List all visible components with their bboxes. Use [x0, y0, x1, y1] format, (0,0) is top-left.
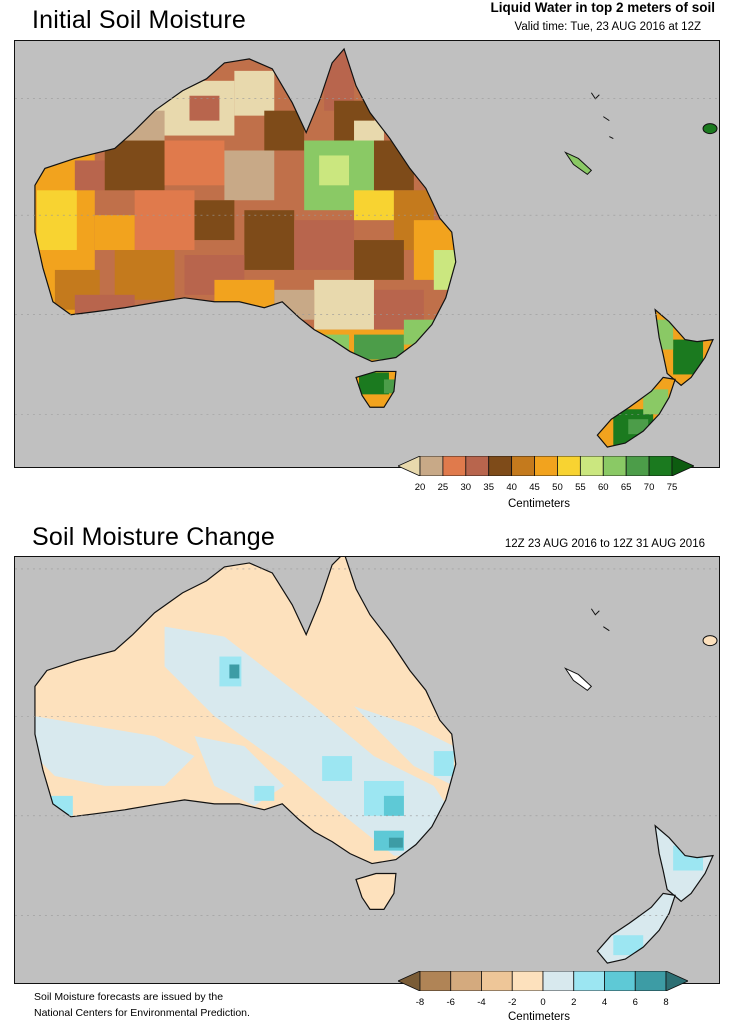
- panel2-colorbar: -8 -6 -4 -2 0 2 4 6 8 Centimeters: [398, 971, 688, 1024]
- new-caledonia-2: [564, 667, 593, 692]
- map1-svg: [15, 48, 719, 448]
- panel1-colorbar-swatches: [398, 456, 694, 476]
- australia-change-field: [34, 557, 456, 864]
- colorbar-tick-label: 0: [540, 997, 546, 1008]
- footnote-line-2: National Centers for Environmental Predi…: [34, 1007, 250, 1019]
- colorbar-tick-label: -6: [446, 997, 455, 1008]
- colorbar-swatch: [511, 456, 535, 476]
- colorbar-tick-label: 20: [414, 482, 426, 493]
- map2-svg: [15, 557, 719, 964]
- initial-soil-moisture-map: [14, 40, 720, 468]
- panel1-colorbar: 20 25 30 35 40 45 50 55 60 65 70 75 Centimeters: [398, 456, 694, 510]
- colorbar-tick-label: 45: [529, 482, 540, 493]
- colorbar-tick-label: 35: [483, 482, 494, 493]
- colorbar-swatch: [579, 456, 604, 476]
- panel2-colorbar-swatches: [398, 971, 688, 991]
- panel2-period: 12Z 23 AUG 2016 to 12Z 31 AUG 2016: [504, 538, 705, 550]
- colorbar-swatch: [625, 456, 650, 476]
- colorbar-tick-label: 70: [643, 482, 655, 493]
- colorbar-tick-label: 65: [620, 482, 632, 493]
- colorbar-tick-label: 6: [632, 997, 638, 1008]
- colorbar-swatch: [511, 971, 544, 991]
- colorbar-swatch-max: [671, 456, 694, 476]
- colorbar-tick-label: 60: [597, 482, 609, 493]
- colorbar-swatch-min: [398, 971, 421, 991]
- colorbar-swatch: [542, 971, 575, 991]
- new-zealand-change: [597, 825, 714, 964]
- new-zealand-coastline-2: [596, 824, 714, 964]
- new-zealand-moisture: [597, 309, 714, 448]
- tasmania-change: [355, 872, 397, 910]
- soil-moisture-change-map: [14, 556, 720, 984]
- panel1-colorbar-unit: Centimeters: [508, 498, 570, 510]
- colorbar-swatch-max: [665, 971, 688, 991]
- colorbar-swatch: [557, 456, 581, 476]
- new-caledonia: [564, 151, 593, 176]
- panel2-title: Soil Moisture Change: [32, 523, 276, 551]
- colorbar-tick-label: -4: [477, 997, 486, 1008]
- colorbar-swatch: [450, 971, 482, 991]
- colorbar-swatch: [573, 971, 605, 991]
- footnote-line-1: Soil Moisture forecasts are issued by th…: [34, 991, 224, 1003]
- colorbar-tick-label: 8: [663, 997, 669, 1008]
- footnote: Soil Moisture forecasts are issued by th…: [34, 989, 250, 1021]
- map1-graticule: [15, 98, 719, 415]
- colorbar-swatch: [534, 456, 558, 476]
- panel2-colorbar-unit: Centimeters: [508, 1011, 570, 1023]
- colorbar-swatch: [419, 456, 444, 476]
- colorbar-tick-label: 25: [437, 482, 449, 493]
- colorbar-swatch: [488, 456, 513, 476]
- colorbar-tick-label: 50: [552, 482, 563, 493]
- colorbar-swatch-min: [398, 456, 421, 476]
- panel1-valid-time: Valid time: Tue, 23 AUG 2016 at 12Z: [514, 21, 701, 33]
- colorbar-swatch: [442, 456, 467, 476]
- colorbar-tick-label: 2: [571, 997, 577, 1008]
- panel1-subtitle: Liquid Water in top 2 meters of soil: [490, 0, 715, 15]
- colorbar-swatch: [634, 971, 667, 991]
- colorbar-tick-label: -2: [508, 997, 517, 1008]
- colorbar-swatch: [648, 456, 673, 476]
- colorbar-tick-label: 30: [460, 482, 472, 493]
- panel1-title: Initial Soil Moisture: [32, 6, 247, 34]
- colorbar-swatch: [481, 971, 513, 991]
- colorbar-swatch: [419, 971, 452, 991]
- colorbar-swatch: [465, 456, 490, 476]
- map2-graticule: [15, 568, 719, 916]
- colorbar-tick-label: 40: [506, 482, 517, 493]
- colorbar-tick-label: 55: [575, 482, 586, 493]
- colorbar-swatch: [602, 456, 627, 476]
- colorbar-swatch: [604, 971, 636, 991]
- colorbar-tick-label: 4: [601, 997, 608, 1008]
- colorbar-tick-label: -8: [415, 997, 425, 1008]
- colorbar-tick-label: 75: [666, 482, 678, 493]
- new-zealand-coastline: [596, 308, 714, 448]
